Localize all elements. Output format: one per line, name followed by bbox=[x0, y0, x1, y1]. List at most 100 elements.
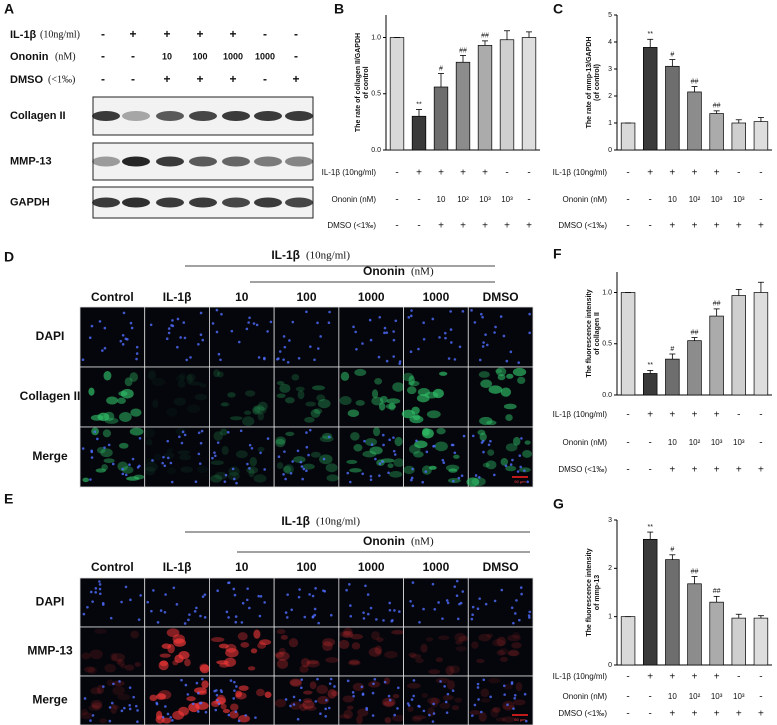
nucleus bbox=[216, 441, 220, 444]
nucleus bbox=[259, 451, 262, 455]
blot-band bbox=[222, 111, 250, 121]
y-tick-label: 1.0 bbox=[371, 34, 381, 41]
nucleus bbox=[503, 693, 506, 696]
cell-signal bbox=[125, 664, 135, 671]
nucleus bbox=[159, 609, 163, 612]
nucleus bbox=[180, 441, 184, 445]
nucleus bbox=[199, 614, 202, 618]
cell-signal bbox=[428, 669, 441, 675]
cell-signal bbox=[103, 411, 115, 421]
cell-signal bbox=[392, 382, 405, 392]
cell-signal bbox=[166, 407, 178, 417]
nucleus bbox=[393, 609, 396, 612]
cell-signal bbox=[178, 706, 190, 716]
nucleus bbox=[452, 479, 455, 483]
cell-signal bbox=[424, 391, 439, 399]
nucleus bbox=[89, 719, 92, 722]
cell-signal bbox=[391, 629, 405, 635]
nucleus bbox=[266, 437, 270, 440]
condition-value: 10³ bbox=[711, 195, 723, 204]
blot-band bbox=[156, 197, 184, 208]
nucleus bbox=[139, 594, 142, 597]
cell-signal bbox=[496, 636, 507, 647]
nucleus bbox=[327, 435, 331, 439]
nucleus bbox=[502, 334, 506, 338]
cell-signal bbox=[455, 640, 463, 645]
condition-value: + bbox=[460, 168, 466, 179]
nucleus bbox=[520, 437, 523, 440]
nucleus bbox=[244, 714, 248, 717]
nucleus bbox=[149, 323, 153, 327]
nucleus bbox=[503, 684, 506, 688]
cell-signal bbox=[508, 649, 519, 657]
nucleus bbox=[166, 456, 170, 460]
cell-signal bbox=[117, 659, 125, 666]
nucleus bbox=[396, 686, 400, 690]
nucleus bbox=[234, 710, 238, 714]
nucleus bbox=[83, 697, 87, 700]
cell-signal bbox=[317, 399, 331, 409]
cell-signal bbox=[498, 648, 509, 656]
bar bbox=[731, 295, 747, 396]
cell-signal bbox=[163, 452, 175, 460]
cell-signal bbox=[348, 659, 360, 665]
nucleus bbox=[137, 618, 141, 621]
cell-signal bbox=[134, 661, 141, 667]
cell-signal bbox=[167, 467, 176, 475]
cell-signal bbox=[325, 657, 339, 663]
nucleus bbox=[381, 460, 384, 463]
condition-label: Ononin (nM) bbox=[563, 438, 608, 447]
nucleus bbox=[269, 320, 273, 324]
blot-band bbox=[254, 111, 282, 121]
cell-signal bbox=[229, 710, 239, 719]
nucleus bbox=[215, 330, 219, 334]
nucleus bbox=[446, 692, 450, 696]
condition-value: 10³ bbox=[501, 195, 513, 204]
cell-signal bbox=[488, 385, 503, 394]
cell-signal bbox=[392, 693, 400, 699]
nucleus bbox=[433, 444, 436, 448]
condition-value: 10 bbox=[668, 438, 677, 447]
nucleus bbox=[305, 469, 308, 473]
nucleus bbox=[364, 584, 367, 588]
cell-signal bbox=[512, 699, 526, 706]
nucleus bbox=[481, 315, 484, 319]
cell-signal bbox=[325, 463, 338, 473]
nucleus bbox=[167, 327, 171, 330]
nucleus bbox=[166, 439, 170, 443]
nucleus bbox=[194, 480, 198, 484]
condition-value: + bbox=[647, 672, 653, 683]
nucleus bbox=[482, 450, 485, 454]
nucleus bbox=[352, 694, 355, 698]
nucleus bbox=[247, 321, 250, 324]
nucleus bbox=[227, 581, 231, 584]
cell-signal bbox=[274, 652, 285, 658]
condition-value: - bbox=[527, 195, 530, 206]
condition-value: - bbox=[626, 221, 629, 232]
nucleus bbox=[432, 712, 436, 715]
nucleus bbox=[398, 360, 402, 363]
cell-signal bbox=[439, 702, 451, 709]
nucleus bbox=[121, 472, 125, 476]
cell-signal bbox=[224, 657, 237, 667]
cell-signal bbox=[179, 454, 192, 461]
y-axis-label: of control bbox=[363, 66, 370, 98]
cell-signal bbox=[503, 704, 516, 710]
nucleus bbox=[355, 347, 358, 351]
row-label: DAPI bbox=[36, 595, 65, 609]
cell-signal bbox=[356, 715, 363, 724]
row-label: Collagen II bbox=[20, 389, 81, 403]
nucleus bbox=[387, 471, 390, 475]
nucleus bbox=[215, 308, 219, 312]
nucleus bbox=[101, 603, 105, 606]
nucleus bbox=[292, 695, 296, 699]
condition-value: 10² bbox=[689, 692, 701, 701]
nucleus bbox=[183, 622, 187, 625]
nucleus bbox=[245, 327, 249, 331]
cell-signal bbox=[500, 458, 508, 466]
condition-value: + bbox=[669, 672, 675, 683]
cell-signal bbox=[217, 371, 224, 378]
nucleus bbox=[369, 338, 373, 342]
blot-sign: - bbox=[263, 72, 267, 86]
nucleus bbox=[499, 315, 503, 318]
